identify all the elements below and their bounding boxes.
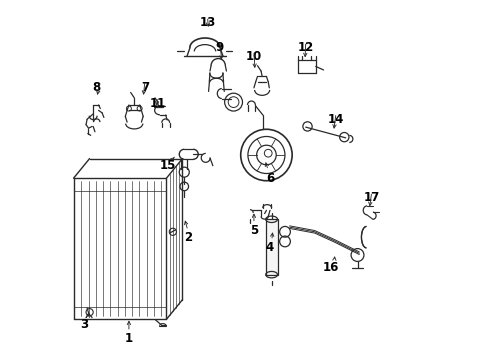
Text: 17: 17 bbox=[364, 192, 380, 204]
Text: 7: 7 bbox=[141, 81, 149, 94]
Text: 1: 1 bbox=[125, 333, 133, 346]
Bar bbox=[266, 219, 277, 275]
Text: 14: 14 bbox=[328, 113, 344, 126]
Text: 9: 9 bbox=[216, 41, 224, 54]
Text: 5: 5 bbox=[250, 224, 258, 237]
Text: 8: 8 bbox=[93, 81, 101, 94]
Text: 3: 3 bbox=[80, 318, 88, 331]
Text: 2: 2 bbox=[184, 231, 192, 244]
Text: 10: 10 bbox=[246, 50, 262, 63]
Text: 6: 6 bbox=[266, 172, 274, 185]
Text: 16: 16 bbox=[322, 261, 339, 274]
Text: 12: 12 bbox=[297, 41, 314, 54]
Text: 11: 11 bbox=[149, 97, 166, 110]
Text: 13: 13 bbox=[199, 16, 216, 29]
Text: 15: 15 bbox=[160, 159, 176, 172]
Text: 4: 4 bbox=[266, 241, 274, 255]
